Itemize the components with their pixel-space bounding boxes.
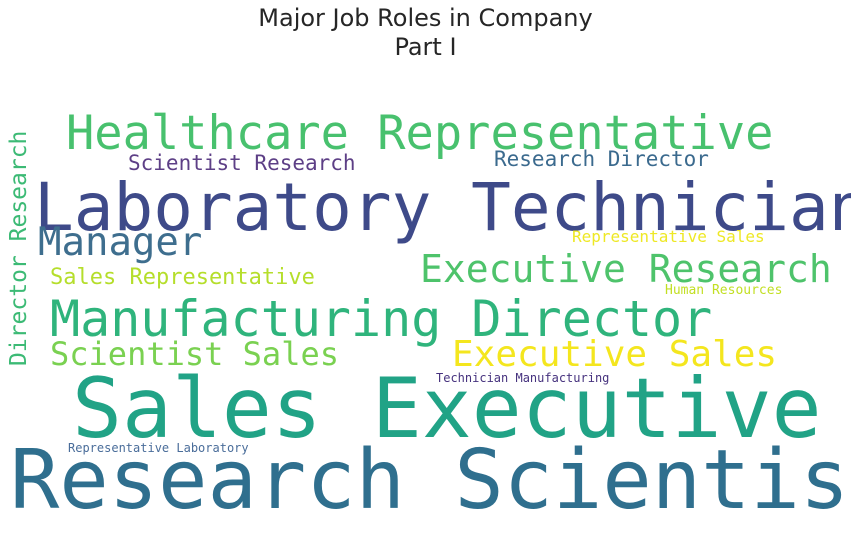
word-sales-executive: Sales Executive [72, 360, 822, 457]
word-manufacturing-director: Manufacturing Director [50, 290, 713, 348]
chart-title-line-1: Major Job Roles in Company [258, 4, 593, 32]
word-executive-research: Executive Research [420, 247, 832, 291]
word-representative-laboratory: Representative Laboratory [68, 441, 249, 455]
word-scientist-sales: Scientist Sales [50, 335, 339, 373]
word-human-resources: Human Resources [665, 283, 783, 298]
word-director-research: Director Research [6, 130, 32, 366]
word-research-scientist: Research Scientist [10, 433, 851, 528]
word-healthcare-representative: Healthcare Representative [66, 106, 774, 161]
word-manager: Manager [38, 220, 203, 265]
chart-title-line-2: Part I [394, 33, 457, 61]
word-laboratory-technician: Laboratory Technician [34, 169, 851, 246]
word-technician-manufacturing: Technician Manufacturing [436, 371, 610, 385]
word-sales-representative: Sales Representative [50, 265, 315, 290]
word-research-director: Research Director [494, 147, 709, 171]
word-representative-sales: Representative Sales [572, 227, 765, 246]
word-scientist-research: Scientist Research [128, 151, 356, 175]
word-executive-sales: Executive Sales [452, 334, 778, 375]
